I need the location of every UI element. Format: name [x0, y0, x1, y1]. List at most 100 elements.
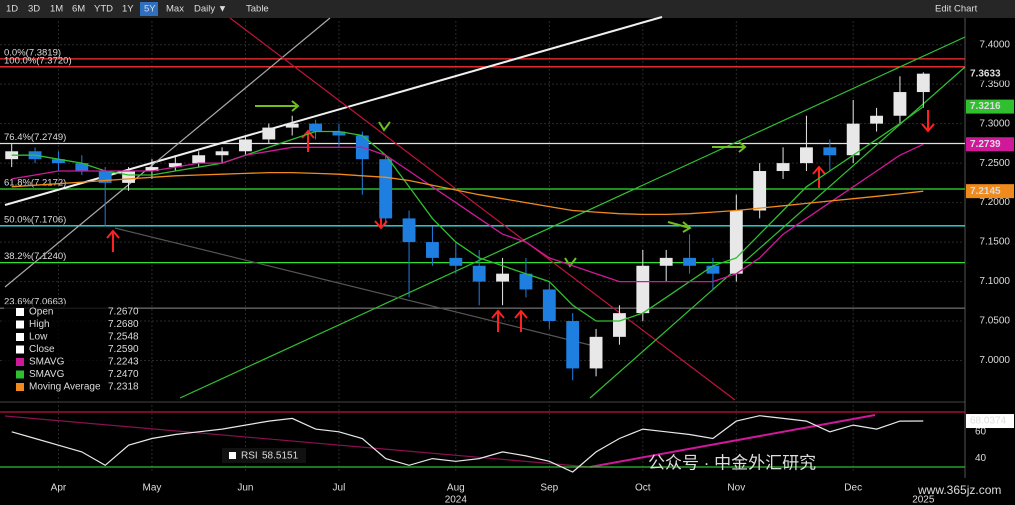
price-tag-label: 7.3633 [970, 68, 1001, 79]
fib-label: 61.8%(7.2172) [4, 178, 66, 189]
toolbar-button[interactable]: Max [166, 4, 184, 15]
candle-body [52, 159, 65, 164]
candle-body [542, 289, 556, 322]
candle-body [683, 257, 696, 266]
price-tag [966, 66, 1014, 81]
legend-name: Moving Average [29, 382, 101, 393]
price-tag [966, 99, 1014, 114]
rsi-trendline [589, 414, 876, 468]
moving-average-line [11, 171, 924, 216]
candle-body [589, 336, 603, 369]
x-tick-label: Apr [51, 483, 67, 494]
x-tick-label: Jun [237, 483, 253, 494]
trendline [179, 36, 966, 399]
candle-body [379, 159, 393, 219]
toolbar-button-bg [140, 2, 158, 16]
candle-body [426, 242, 439, 258]
price-tag [966, 137, 1014, 152]
candle-body [566, 321, 580, 369]
y-tick-label: 7.0000 [979, 355, 1010, 366]
legend-value: 7.2318 [108, 382, 139, 393]
toolbar-button[interactable]: 1Y [122, 4, 134, 15]
rsi-line [11, 415, 924, 473]
candle-body [800, 147, 813, 164]
watermark: 公众号 · 中金外汇研究 [648, 453, 816, 472]
candle-body [636, 265, 650, 314]
rsi-trendline [4, 415, 591, 468]
legend-name: Open [29, 307, 53, 318]
watermark-url: www.365jz.com [917, 483, 1001, 497]
legend-swatch [16, 383, 24, 391]
legend-swatch [16, 370, 24, 379]
toolbar [0, 0, 1015, 18]
candle-body [215, 151, 229, 156]
annotations [0, 16, 966, 468]
y-tick-label: 7.4000 [979, 39, 1010, 50]
y-tick-label: 7.2000 [979, 197, 1010, 208]
rsi-tick-label: 60 [975, 426, 987, 437]
moving-average-line [11, 106, 924, 322]
trendline [4, 17, 331, 288]
fib-label: 0.0%(7.3819) [4, 47, 61, 58]
legend-value: 7.2243 [108, 357, 139, 368]
legend-value: 7.2548 [108, 332, 139, 343]
candle-body [823, 147, 837, 156]
candle-body [449, 257, 463, 266]
candle-body [402, 218, 416, 243]
trendline [4, 16, 663, 206]
candle-body [496, 273, 509, 282]
candle-body [192, 155, 206, 164]
x-tick-label: Aug [447, 483, 465, 494]
candle-body [75, 163, 89, 172]
toolbar-button[interactable]: 6M [72, 4, 85, 15]
candle-body [122, 171, 135, 183]
x-tick-label: Nov [727, 483, 745, 494]
edit-chart[interactable]: Edit Chart [935, 4, 978, 15]
legend-value: 7.2680 [108, 319, 139, 330]
legend-swatch [16, 333, 24, 341]
toolbar-button[interactable]: YTD [94, 4, 113, 15]
y-tick-label: 7.0500 [979, 316, 1010, 327]
candle-body [98, 171, 112, 183]
legend-name: Low [29, 332, 48, 343]
trendline [114, 227, 591, 346]
fib-label: 76.4%(7.2749) [4, 132, 66, 143]
toolbar-button[interactable]: Table [246, 4, 269, 15]
candle-body [285, 123, 299, 128]
legend-swatch [16, 358, 24, 366]
y-tick-label: 7.1000 [979, 276, 1010, 287]
legend-swatch [16, 345, 24, 354]
price-tag-label: 7.2145 [970, 186, 1001, 197]
toolbar-button[interactable]: Daily ▼ [194, 4, 227, 15]
fib-label: 38.2%(7.1240) [4, 251, 66, 262]
candle-body [145, 167, 159, 172]
candle-body [659, 257, 673, 266]
price-tag-label: 7.2739 [970, 139, 1001, 150]
x-tick-label: Dec [844, 483, 862, 494]
toolbar-button[interactable]: 5Y [144, 4, 156, 15]
x-tick-label: Sep [540, 483, 558, 494]
price-tag-label: 7.3216 [970, 101, 1001, 112]
rsi-legend-swatch [229, 452, 236, 459]
legend-value: 7.2470 [108, 369, 139, 380]
candle-body [706, 265, 720, 274]
candle-body [613, 313, 626, 337]
toolbar-button[interactable]: 1M [50, 4, 63, 15]
y-tick-label: 7.1500 [979, 237, 1010, 248]
candle-body [893, 92, 907, 116]
year-label: 2025 [912, 495, 935, 505]
candle-body [870, 115, 883, 124]
y-tick-label: 7.3500 [979, 79, 1010, 90]
candle-body [753, 171, 767, 211]
toolbar-button[interactable]: 1D [6, 4, 18, 15]
legend-value: 7.2670 [108, 307, 139, 318]
candle-body [916, 73, 930, 93]
candle-body [776, 163, 790, 172]
rsi-legend-name: RSI [241, 451, 258, 462]
fib-label: 23.6%(7.0663) [4, 297, 66, 308]
toolbar-button[interactable]: 3D [28, 4, 40, 15]
candle-body [332, 131, 346, 136]
legend-swatch [16, 320, 24, 329]
